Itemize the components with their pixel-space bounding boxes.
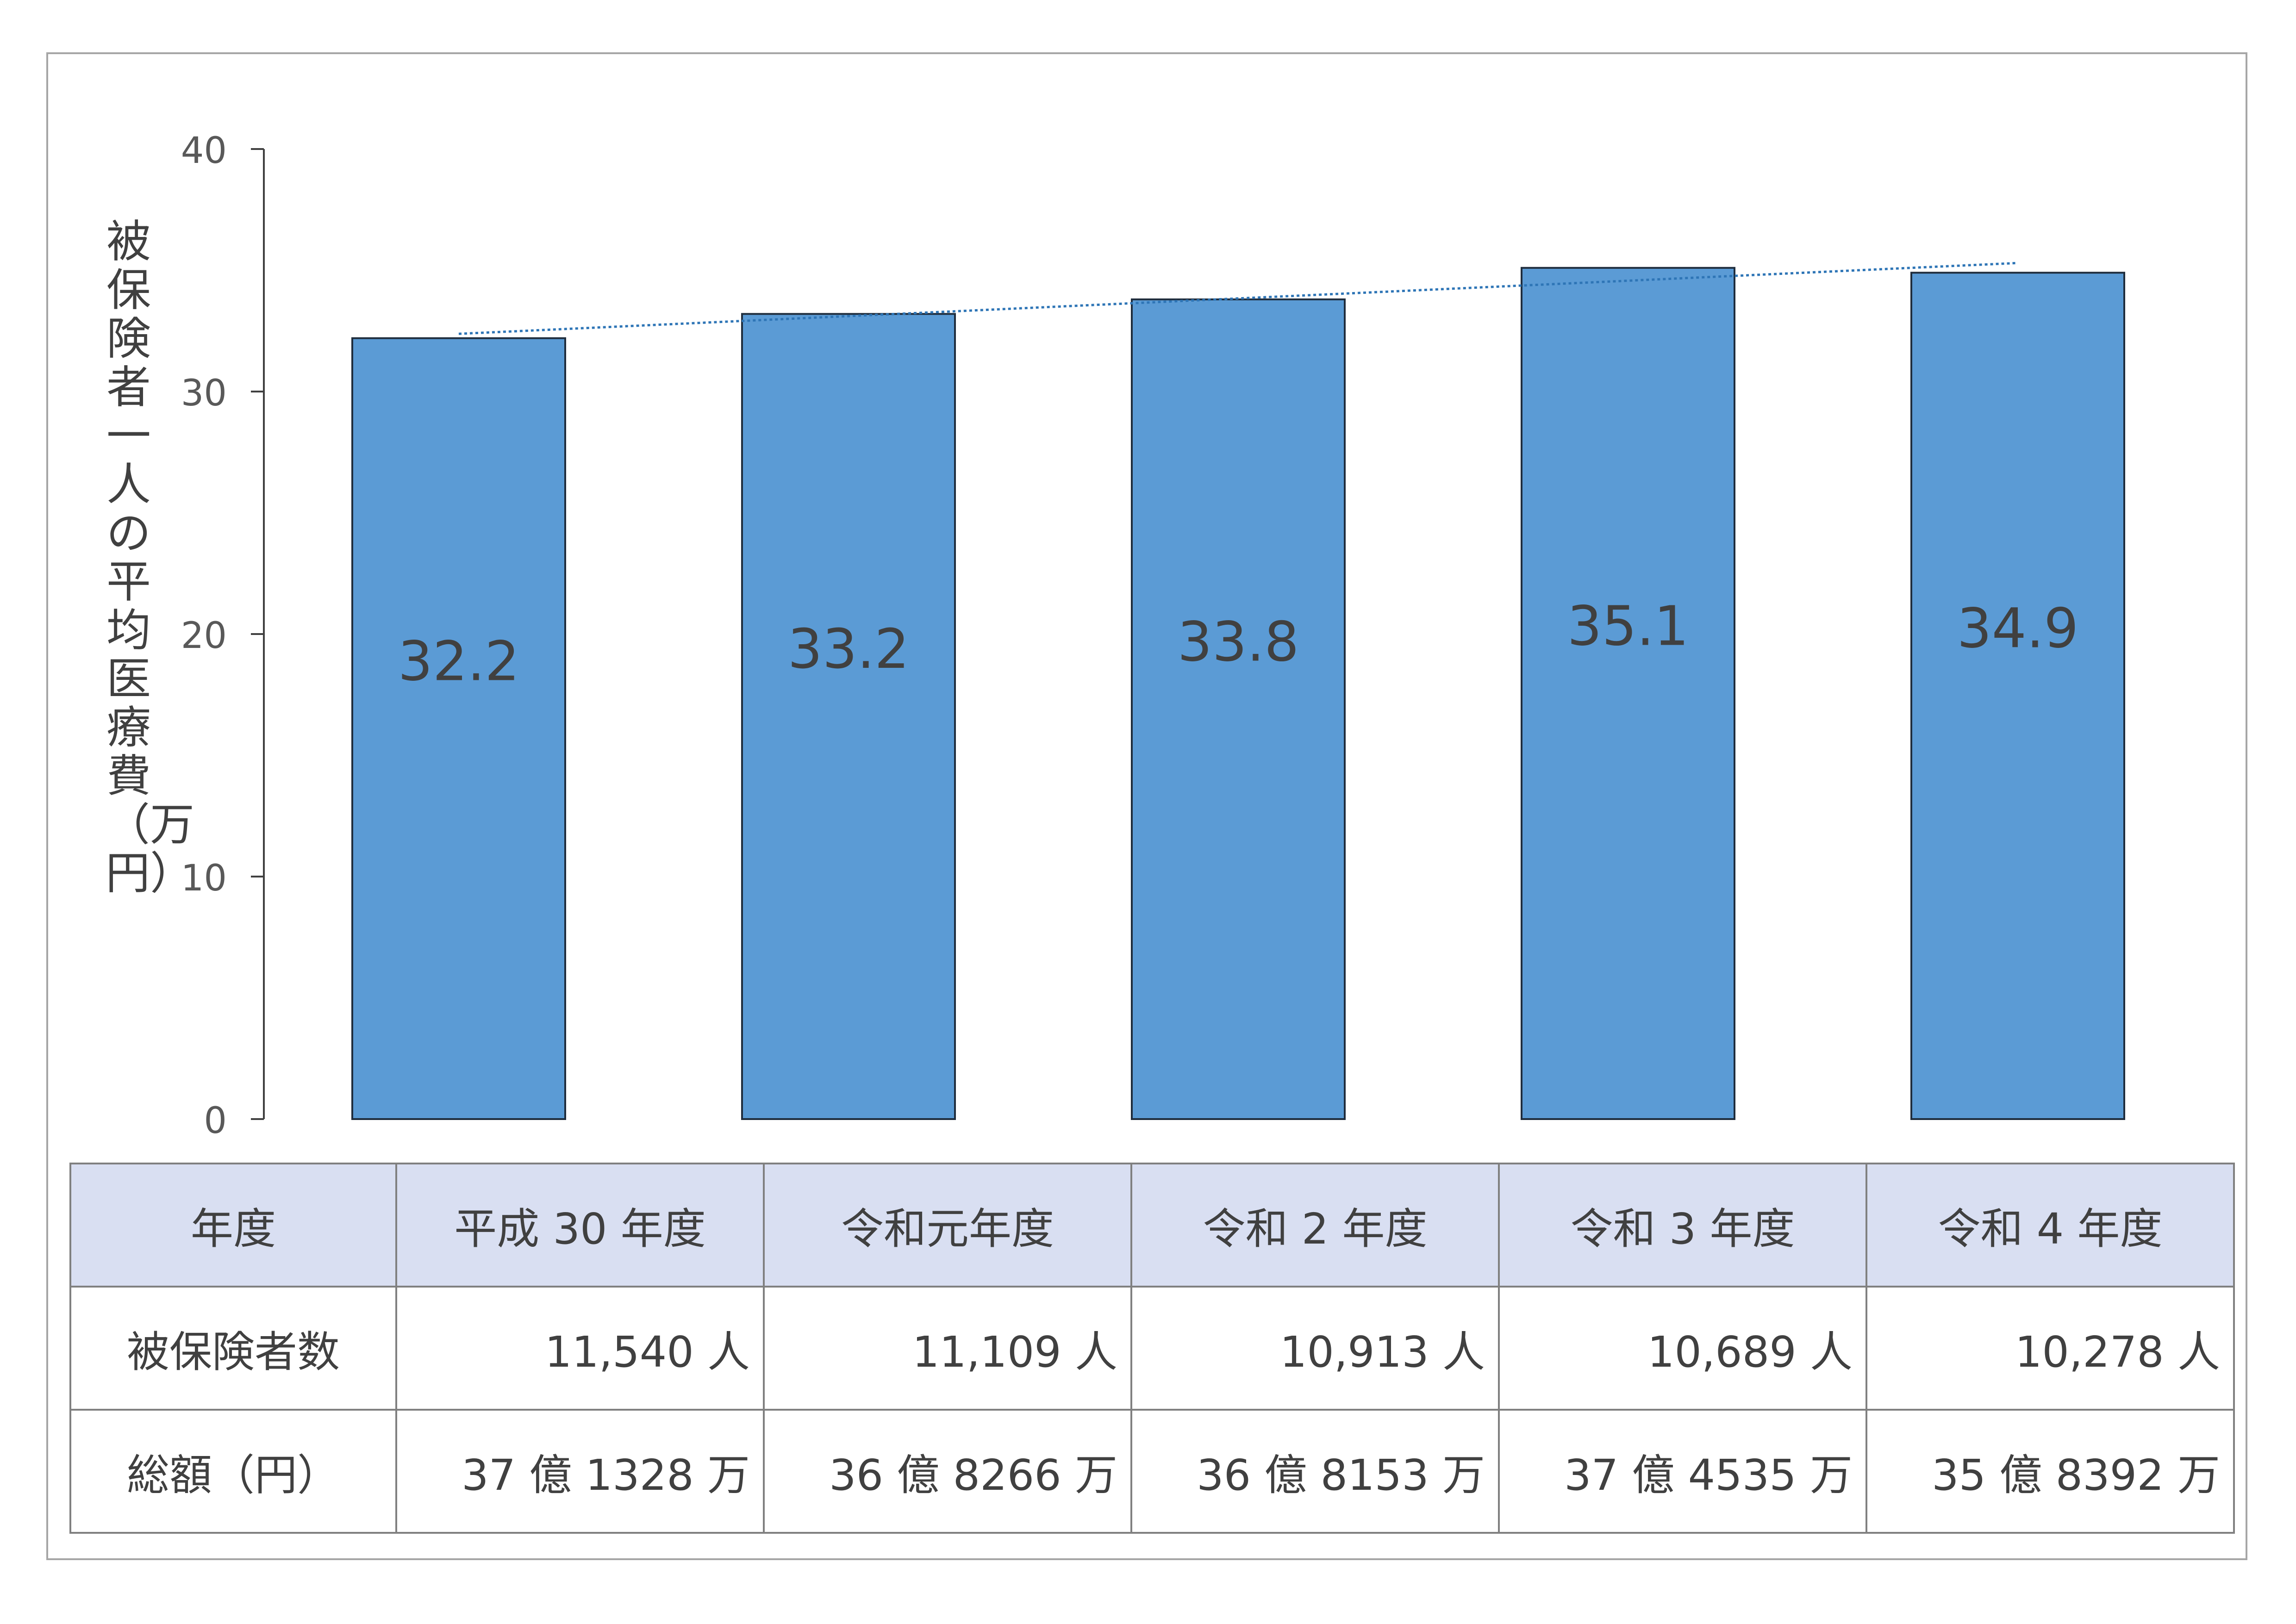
table-row: 被保険者数 11,540 人 11,109 人 10,913 人 10,689 … [69,1286,2235,1411]
row-label: 被保険者数 [69,1286,397,1411]
bar [1910,272,2125,1120]
y-tick-label: 10 [181,858,227,899]
table-cell: 37 億 1328 万 [395,1409,765,1534]
table-cell: 37 億 4535 万 [1498,1409,1867,1534]
data-table: 年度 平成 30 年度 令和元年度 令和 2 年度 令和 3 年度 令和 4 年… [69,1163,2235,1534]
header-cell: 令和 2 年度 [1130,1163,1500,1288]
table-cell: 36 億 8153 万 [1130,1409,1500,1534]
header-cell: 令和元年度 [763,1163,1132,1288]
data-label: 33.2 [788,617,910,681]
y-axis-label: 被保険者一人の平均医療費（万円） [106,216,194,899]
table-cell: 36 億 8266 万 [763,1409,1132,1534]
bar [1131,298,1346,1120]
header-cell: 年度 [69,1163,397,1288]
y-tick-label: 30 [181,373,227,414]
bar-chart: 0 10 20 30 40 32.2 33.2 33.8 35.1 34.9 [181,130,2125,1142]
table-cell: 10,913 人 [1130,1286,1500,1411]
y-tick-label: 40 [181,130,227,172]
table-cell: 10,278 人 [1866,1286,2235,1411]
figure-frame [46,52,2247,1560]
header-cell: 平成 30 年度 [395,1163,765,1288]
y-tick-label: 0 [204,1100,227,1142]
table-cell: 11,109 人 [763,1286,1132,1411]
row-label: 総額（円） [69,1409,397,1534]
data-label: 35.1 [1567,594,1689,658]
data-label: 32.2 [398,629,520,693]
header-cell: 令和 4 年度 [1866,1163,2235,1288]
bar [741,313,956,1120]
bar [1521,267,1735,1120]
table-row: 総額（円） 37 億 1328 万 36 億 8266 万 36 億 8153 … [69,1409,2235,1534]
trend-line [458,261,2018,335]
data-label: 34.9 [1957,597,2079,660]
table-cell: 35 億 8392 万 [1866,1409,2235,1534]
bar [351,337,566,1120]
table-header-row: 年度 平成 30 年度 令和元年度 令和 2 年度 令和 3 年度 令和 4 年… [69,1163,2235,1288]
table-cell: 11,540 人 [395,1286,765,1411]
header-cell: 令和 3 年度 [1498,1163,1867,1288]
data-label: 33.8 [1178,610,1299,673]
table-cell: 10,689 人 [1498,1286,1867,1411]
y-tick-label: 20 [181,615,227,657]
